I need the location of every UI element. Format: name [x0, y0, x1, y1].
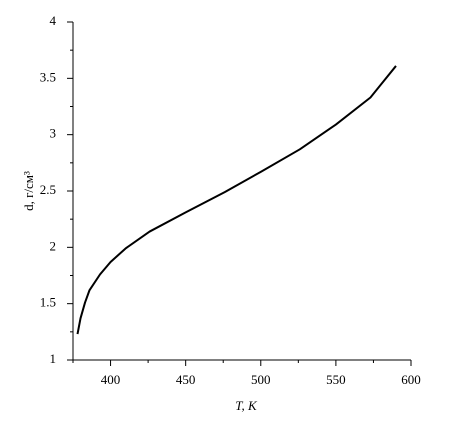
x-axis-label: T, K [235, 398, 258, 413]
x-tick-label: 500 [251, 372, 271, 387]
line-series [76, 65, 397, 335]
y-tick-label: 1.5 [40, 295, 56, 310]
y-tick-label: 2.5 [40, 182, 56, 197]
y-tick-label: 2 [50, 238, 57, 253]
y-tick-label: 3.5 [40, 69, 56, 84]
x-tick-label: 450 [176, 372, 196, 387]
x-tick-label: 600 [401, 372, 421, 387]
y-tick-label: 4 [50, 13, 57, 28]
y-tick-label: 3 [50, 126, 57, 141]
x-tick-label: 550 [326, 372, 346, 387]
x-tick-label: 400 [101, 372, 121, 387]
y-tick-label: 1 [50, 351, 57, 366]
y-axis-label: d, г/см³ [21, 171, 36, 211]
